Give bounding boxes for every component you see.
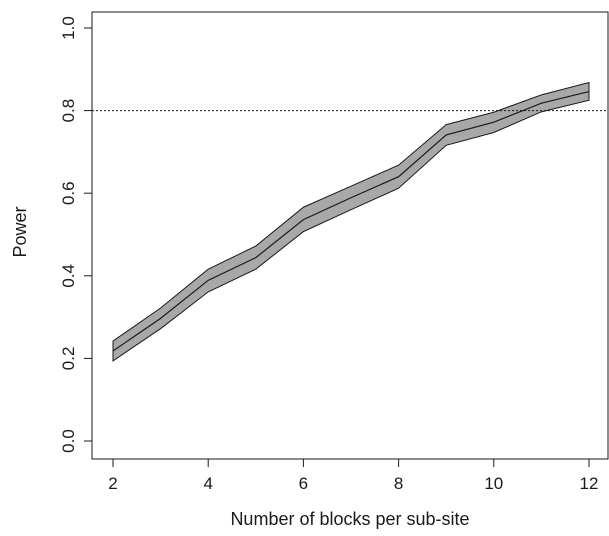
y-axis-title: Power	[10, 206, 30, 257]
x-axis-title: Number of blocks per sub-site	[230, 509, 469, 529]
y-tick-label: 0.8	[59, 99, 78, 123]
plot-area	[91, 11, 609, 460]
y-tick-label: 0.2	[59, 347, 78, 371]
x-tick-label: 6	[299, 474, 308, 493]
x-tick-label: 8	[394, 474, 403, 493]
y-tick-label: 0.6	[59, 181, 78, 205]
x-axis: 2 4 6 8 10 12	[108, 459, 598, 493]
confidence-band	[112, 81, 590, 362]
x-tick-label: 12	[580, 474, 599, 493]
y-tick-label: 1.0	[59, 16, 78, 40]
y-tick-label: 0.0	[59, 429, 78, 453]
power-line	[112, 91, 590, 352]
plot-frame	[91, 11, 609, 460]
y-tick-label: 0.4	[59, 264, 78, 288]
x-tick-label: 10	[484, 474, 503, 493]
x-tick-label: 2	[108, 474, 117, 493]
x-tick-label: 4	[203, 474, 212, 493]
y-axis: 0.0 0.2 0.4 0.6 0.8 1.0	[59, 16, 92, 453]
